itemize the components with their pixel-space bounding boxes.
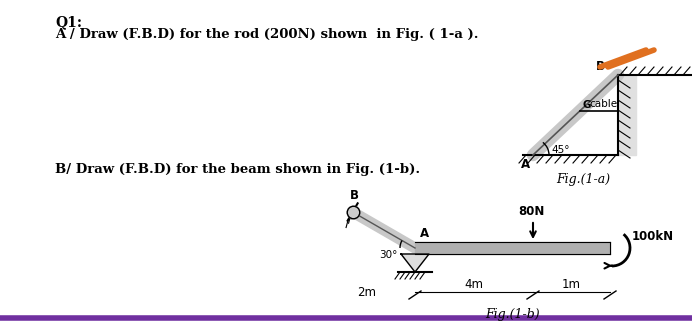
Text: A / Draw (F.B.D) for the rod (200N) shown  in Fig. ( 1-a ).: A / Draw (F.B.D) for the rod (200N) show…: [55, 28, 478, 41]
Text: Fig.(1-a): Fig.(1-a): [556, 173, 610, 186]
Text: 4m: 4m: [464, 278, 484, 291]
Polygon shape: [415, 242, 610, 254]
Polygon shape: [618, 75, 636, 155]
Text: G: G: [583, 100, 591, 110]
Text: 1m: 1m: [562, 278, 581, 291]
Text: 2m: 2m: [358, 286, 376, 299]
Text: B: B: [596, 60, 605, 73]
Text: B: B: [350, 189, 359, 202]
Polygon shape: [401, 254, 429, 272]
Text: Q1:: Q1:: [55, 15, 82, 29]
Text: cable: cable: [590, 99, 618, 109]
Text: 80N: 80N: [518, 205, 544, 218]
Text: Fig.(1-b): Fig.(1-b): [485, 308, 540, 321]
Text: B/ Draw (F.B.D) for the beam shown in Fig. (1-b).: B/ Draw (F.B.D) for the beam shown in Fi…: [55, 163, 420, 176]
Text: 30°: 30°: [379, 250, 397, 260]
Text: 45°: 45°: [551, 145, 570, 155]
Text: 100kN: 100kN: [632, 230, 674, 243]
Text: A: A: [420, 227, 429, 240]
Text: A: A: [521, 158, 530, 171]
